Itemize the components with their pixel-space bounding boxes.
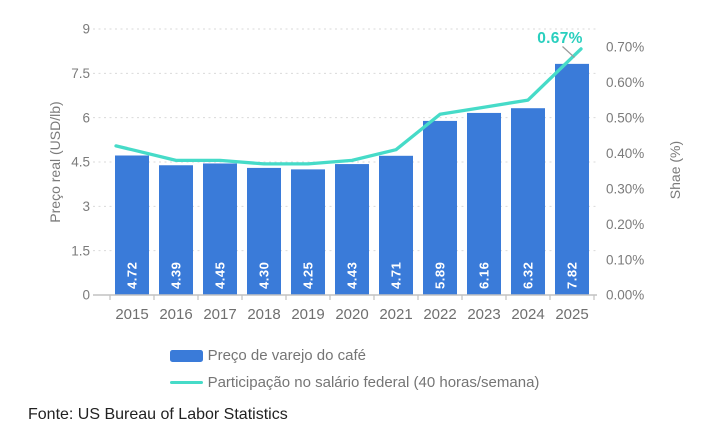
x-axis-label-2019: 2019 bbox=[291, 306, 324, 323]
left-axis-tick-label: 3 bbox=[82, 199, 90, 214]
right-axis-tick-label: 0.70% bbox=[606, 40, 644, 55]
x-axis-labels: 2015 2016 2017 2018 2019 2020 2021 2022 2023 2024… bbox=[115, 306, 588, 323]
x-axis-label-2021: 2021 bbox=[379, 306, 412, 323]
bar-value-label: 4.45 bbox=[213, 262, 228, 289]
left-axis-tick-label: 1.5 bbox=[71, 243, 90, 258]
line-series bbox=[114, 47, 583, 166]
bar-2023 bbox=[467, 112, 501, 295]
line-swatch-icon bbox=[169, 380, 203, 385]
bar-2021 bbox=[379, 155, 413, 295]
x-axis-label-2025: 2025 bbox=[555, 306, 588, 323]
right-axis-tick-label: 0.60% bbox=[606, 75, 644, 90]
combo-chart: 4.72 4.39 4.45 4.30 4.25 4.43 4.71 5.89 6.16 6.32… bbox=[47, 22, 683, 323]
trend-line bbox=[114, 47, 583, 166]
bar-value-label: 4.71 bbox=[389, 262, 404, 289]
bar-2025 bbox=[555, 63, 589, 296]
bar-value-label: 4.43 bbox=[345, 262, 360, 289]
bar-value-label: 7.82 bbox=[565, 262, 580, 289]
bar-value-label: 4.25 bbox=[301, 262, 316, 289]
right-axis-tick-label: 0.50% bbox=[606, 111, 644, 126]
x-axis-label-2024: 2024 bbox=[511, 306, 544, 323]
bar-2017 bbox=[203, 163, 237, 295]
x-axis-label-2018: 2018 bbox=[247, 306, 280, 323]
legend-item-line: Participação no salário federal (40 hora… bbox=[169, 374, 540, 391]
bar-value-label: 4.30 bbox=[257, 262, 272, 289]
bar-series bbox=[115, 63, 589, 296]
bar-value-label: 5.89 bbox=[433, 262, 448, 289]
legend-label-line: Participação no salário federal (40 hora… bbox=[207, 374, 540, 391]
bar-2019 bbox=[291, 169, 325, 295]
left-axis-tick-label: 6 bbox=[82, 110, 90, 125]
source-note: Fonte: US Bureau of Labor Statistics bbox=[28, 406, 288, 423]
bar-2015 bbox=[115, 155, 149, 295]
x-axis-label-2023: 2023 bbox=[467, 306, 500, 323]
left-axis-tick-label: 4.5 bbox=[71, 155, 90, 170]
left-axis-tick-labels: 0 1.5 3 4.5 6 7.5 9 bbox=[71, 22, 90, 303]
right-axis-tick-label: 0.40% bbox=[606, 146, 644, 161]
left-axis-tick-label: 7.5 bbox=[71, 66, 90, 81]
right-axis-tick-label: 0.10% bbox=[606, 252, 644, 267]
annotation-callout-line bbox=[562, 46, 575, 58]
left-axis-tick-label: 9 bbox=[82, 22, 90, 37]
right-axis-tick-label: 0.30% bbox=[606, 181, 644, 196]
x-axis-label-2015: 2015 bbox=[115, 306, 148, 323]
x-axis-label-2016: 2016 bbox=[159, 306, 192, 323]
bar-value-label: 4.72 bbox=[125, 262, 140, 289]
bar-2020 bbox=[335, 164, 369, 295]
right-axis-title: Shae (%) bbox=[667, 141, 683, 199]
right-axis-tick-labels: 0.00% 0.10% 0.20% 0.30% 0.40% 0.50% 0.60% 0.70% bbox=[606, 40, 644, 303]
bar-value-labels: 4.72 4.39 4.45 4.30 4.25 4.43 4.71 5.89 6.16 6.32… bbox=[125, 262, 580, 289]
x-axis bbox=[93, 294, 597, 300]
right-axis-tick-label: 0.20% bbox=[606, 217, 644, 232]
bar-value-label: 4.39 bbox=[169, 262, 184, 289]
bar-2024 bbox=[511, 108, 545, 295]
bar-2022 bbox=[423, 120, 457, 295]
bar-value-label: 6.32 bbox=[521, 262, 536, 289]
right-axis-tick-label: 0.00% bbox=[606, 288, 644, 303]
left-axis-tick-label: 0 bbox=[82, 288, 90, 303]
legend-label-bar: Preço de varejo do café bbox=[207, 347, 366, 364]
x-axis-label-2020: 2020 bbox=[335, 306, 368, 323]
x-axis-label-2017: 2017 bbox=[203, 306, 236, 323]
bar-value-label: 6.16 bbox=[477, 262, 492, 289]
left-axis-title: Preço real (USD/lb) bbox=[47, 101, 63, 222]
x-axis-label-2022: 2022 bbox=[423, 306, 456, 323]
legend-item-bar: Preço de varejo do café bbox=[169, 347, 366, 364]
annotation-label: 0.67% bbox=[537, 30, 582, 47]
bar-swatch-icon bbox=[169, 349, 203, 362]
bar-2016 bbox=[159, 165, 193, 295]
legend: Preço de varejo do café Participação no … bbox=[169, 347, 540, 391]
bar-2018 bbox=[247, 167, 281, 295]
